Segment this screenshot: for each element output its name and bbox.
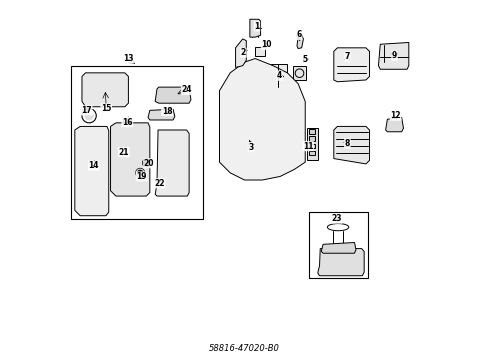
Circle shape [143, 160, 148, 165]
Circle shape [137, 170, 143, 176]
Text: 4: 4 [276, 71, 282, 80]
Circle shape [84, 111, 93, 120]
Text: 10: 10 [261, 40, 271, 49]
Text: 12: 12 [389, 111, 400, 120]
Polygon shape [333, 48, 369, 82]
Polygon shape [155, 87, 190, 103]
Polygon shape [296, 35, 303, 49]
Text: 3: 3 [248, 143, 253, 152]
Text: 22: 22 [154, 179, 164, 188]
Bar [308, 151, 315, 155]
Bar [271, 64, 287, 87]
Text: 23: 23 [331, 214, 341, 223]
Text: 20: 20 [143, 159, 154, 168]
Bar [255, 47, 264, 56]
Polygon shape [321, 243, 355, 253]
Bar [292, 66, 305, 80]
Polygon shape [235, 39, 246, 67]
Text: 7: 7 [344, 52, 349, 61]
Text: 19: 19 [136, 172, 146, 181]
Polygon shape [249, 19, 260, 37]
Text: 6: 6 [296, 31, 301, 40]
Text: 58816-47020-B0: 58816-47020-B0 [209, 344, 279, 353]
Text: 1: 1 [254, 22, 259, 31]
Bar [306, 128, 317, 160]
Text: 9: 9 [391, 51, 396, 60]
Text: 14: 14 [88, 161, 99, 170]
Polygon shape [82, 73, 128, 107]
Text: 17: 17 [81, 106, 92, 115]
Bar [308, 212, 367, 278]
Polygon shape [333, 126, 369, 164]
Text: 24: 24 [181, 85, 191, 94]
Text: 13: 13 [123, 54, 133, 63]
Bar [308, 136, 315, 141]
Polygon shape [378, 42, 408, 69]
Polygon shape [155, 130, 189, 196]
Bar [308, 129, 315, 134]
Text: 21: 21 [118, 148, 129, 157]
Text: 15: 15 [101, 104, 111, 113]
Polygon shape [148, 109, 175, 120]
Polygon shape [219, 59, 305, 180]
Text: 2: 2 [240, 48, 245, 57]
Polygon shape [75, 126, 108, 216]
Text: 5: 5 [302, 55, 307, 64]
Text: 11: 11 [302, 141, 313, 150]
Text: 16: 16 [122, 118, 132, 127]
Polygon shape [110, 123, 149, 196]
Bar [71, 66, 203, 219]
Text: 18: 18 [162, 107, 172, 116]
Bar [308, 144, 315, 148]
Bar [123, 119, 131, 127]
Polygon shape [317, 249, 364, 276]
Polygon shape [385, 117, 403, 132]
Text: 8: 8 [344, 139, 349, 148]
